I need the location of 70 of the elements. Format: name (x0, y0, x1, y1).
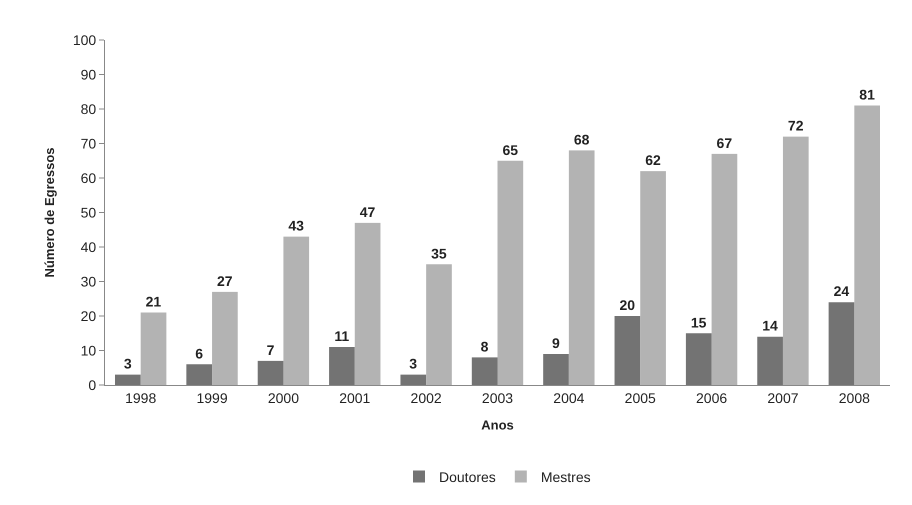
bar (498, 160, 524, 385)
y-tick-label: 60 (80, 170, 96, 186)
x-tick-label: 2005 (624, 390, 656, 406)
y-tick-label: 40 (80, 238, 96, 255)
bar (712, 154, 738, 385)
x-tick-label: 1999 (196, 390, 228, 406)
bar (568, 150, 595, 385)
data-label: 72 (788, 118, 804, 134)
bar (828, 302, 854, 385)
x-tick-label: 2007 (767, 390, 799, 406)
data-label: 6 (195, 345, 204, 362)
x-tick-label: 2006 (696, 390, 728, 406)
data-label: 3 (409, 356, 418, 372)
x-tick-label: 2008 (838, 390, 870, 406)
data-label: 65 (502, 142, 518, 158)
data-label: 27 (217, 272, 233, 289)
bar (212, 292, 238, 385)
bar (140, 312, 166, 385)
bar (426, 264, 452, 385)
legend-label: Mestres (540, 468, 591, 485)
x-tick-label: 2001 (339, 390, 371, 406)
data-label: 62 (645, 152, 661, 168)
bar (854, 106, 880, 385)
x-axis-title: Anos (481, 417, 514, 432)
data-label: 68 (574, 131, 590, 148)
data-label: 7 (266, 342, 275, 358)
data-label: 24 (834, 283, 850, 300)
x-tick-label: 2002 (410, 390, 442, 406)
data-label: 21 (146, 294, 162, 310)
y-tick-label: 70 (80, 135, 96, 152)
data-label: 8 (480, 338, 489, 354)
data-label: 15 (690, 314, 707, 330)
data-label: 3 (124, 356, 132, 372)
y-tick-label: 50 (80, 204, 96, 220)
bar (258, 360, 284, 385)
data-label: 81 (859, 86, 876, 103)
bar (757, 336, 783, 385)
data-label: 67 (716, 134, 732, 151)
data-label: 11 (334, 328, 350, 344)
data-label: 47 (360, 204, 376, 220)
bar (283, 236, 310, 385)
x-tick-label: 2000 (268, 390, 300, 406)
y-tick-label: 0 (88, 376, 96, 393)
data-label: 9 (552, 334, 560, 351)
bar (354, 222, 380, 385)
legend-label: Doutores (439, 468, 496, 485)
y-axis-title: Número de Egressos (42, 147, 57, 278)
bar (114, 374, 141, 385)
data-label: 35 (431, 245, 447, 262)
bar (400, 374, 426, 385)
x-tick-label: 2004 (553, 390, 585, 406)
data-label: 20 (619, 297, 636, 313)
bar (186, 364, 212, 385)
y-tick-label: 20 (80, 308, 96, 324)
bar (686, 333, 712, 385)
bar (472, 357, 498, 385)
bar (640, 171, 666, 385)
data-label: 43 (288, 218, 304, 234)
data-label: 14 (762, 318, 778, 334)
x-tick-label: 1998 (125, 390, 156, 406)
bar (782, 136, 809, 385)
bar (543, 354, 569, 385)
y-tick-label: 10 (80, 342, 96, 358)
x-tick-label: 2003 (482, 390, 514, 406)
y-tick-label: 90 (80, 66, 96, 82)
y-tick-label: 30 (80, 273, 96, 290)
bar (614, 316, 640, 385)
bar (329, 347, 355, 385)
y-tick-label: 100 (72, 32, 96, 48)
y-tick-label: 80 (80, 100, 96, 117)
